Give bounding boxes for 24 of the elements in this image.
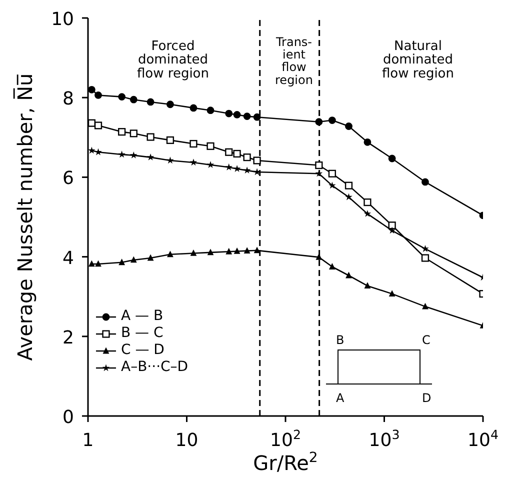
- legend-label: A — B: [121, 308, 164, 325]
- annotation: B: [336, 333, 344, 347]
- x-tick-label: 10$^{4}$: [468, 426, 498, 451]
- x-tick-label: 1: [82, 430, 94, 451]
- annotation: D: [422, 391, 432, 405]
- legend-label: C — D: [121, 342, 164, 359]
- y-tick-label: 4: [62, 248, 74, 269]
- annotation: A: [336, 391, 345, 405]
- x-tick-label: 10$^{2}$: [270, 426, 301, 451]
- annotation: Trans- ient flow region: [274, 35, 313, 87]
- legend-label: B — C: [121, 325, 164, 342]
- y-tick-label: 2: [62, 327, 74, 348]
- legend-label: A–B···C–D: [121, 359, 188, 376]
- y-tick-label: 10: [51, 9, 74, 30]
- y-tick-label: 0: [62, 407, 74, 428]
- annotation: C: [422, 333, 430, 347]
- x-axis-title: Gr/Re$^{2}$: [253, 450, 318, 475]
- x-tick-label: 10$^{3}$: [368, 426, 400, 451]
- y-tick-label: 8: [62, 88, 74, 110]
- y-axis-title: Average Nusselt number, N̅u̅: [12, 73, 37, 361]
- x-tick-label: 10: [175, 430, 198, 451]
- annotation: Natural dominated flow region: [382, 39, 454, 82]
- y-tick-label: 6: [62, 168, 74, 190]
- annotation: Forced dominated flow region: [136, 39, 210, 82]
